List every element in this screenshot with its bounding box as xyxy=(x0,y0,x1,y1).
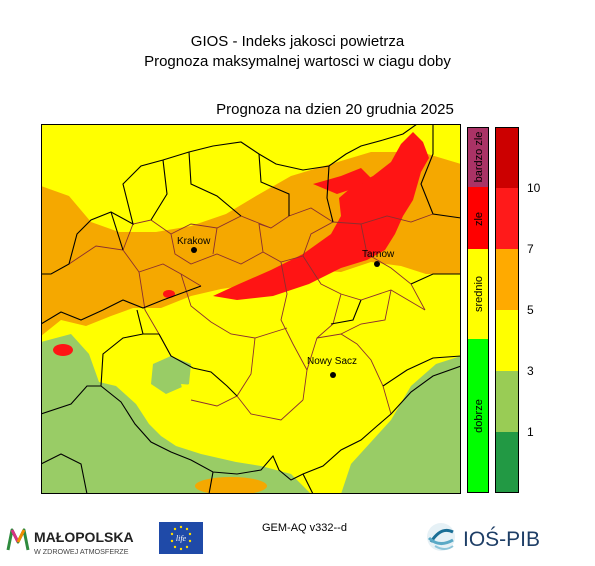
county-borders xyxy=(68,207,434,421)
scale-tick-7: 7 xyxy=(527,242,534,256)
cat-dobrze xyxy=(467,339,489,493)
eu-life-logo: life xyxy=(159,522,203,554)
scale-tick-1: 1 xyxy=(527,425,534,439)
scale-tick-5: 5 xyxy=(527,303,534,317)
city-label: Krakow xyxy=(177,236,211,247)
cat-srednio xyxy=(467,249,489,339)
ios-pib-logo: IOŚ-PIB xyxy=(427,523,540,551)
city-dot xyxy=(374,261,380,267)
green-center-zone xyxy=(151,356,191,394)
scale-band xyxy=(495,249,519,310)
malopolska-tagline: W ZDROWEJ ATMOSFERZE xyxy=(34,547,129,556)
map-subtitle: Prognoza maksymalnej wartosci w ciagu do… xyxy=(144,53,451,70)
cat-zle xyxy=(467,187,489,249)
city-dot xyxy=(330,372,336,378)
scale-band xyxy=(495,188,519,249)
city-krakow: Krakow xyxy=(177,236,211,253)
cat-label-dobrze: dobrze xyxy=(473,399,485,433)
forecast-map: Krakow Tarnow Nowy Sacz xyxy=(41,124,461,494)
cat-bardzo-zle xyxy=(467,127,489,187)
yellow-north-zone xyxy=(41,124,461,232)
sw-red-spot xyxy=(53,344,73,356)
category-legend: bardzo zle zle srednio dobrze xyxy=(467,127,489,493)
cat-label-bardzo-zle: bardzo zle xyxy=(473,132,485,183)
malopolska-logo: MAŁOPOLSKA W ZDROWEJ ATMOSFERZE xyxy=(6,528,134,556)
eu-mark-text: life xyxy=(176,534,187,543)
scale-tick-3: 3 xyxy=(527,364,534,378)
cat-label-srednio: srednio xyxy=(473,276,485,312)
city-nowy-sacz: Nowy Sacz xyxy=(307,356,357,378)
district-borders xyxy=(41,124,461,494)
institute-name: IOŚ-PIB xyxy=(463,527,540,551)
city-label: Tarnow xyxy=(362,249,395,260)
scale-band xyxy=(495,127,519,188)
scale-band xyxy=(495,310,519,371)
green-sw-zone xyxy=(41,334,311,494)
city-tarnow: Tarnow xyxy=(362,249,395,267)
malopolska-name: MAŁOPOLSKA xyxy=(34,529,134,545)
model-label: GEM-AQ v332--d xyxy=(262,522,347,534)
red-spot-west xyxy=(163,290,175,298)
scale-tick-10: 10 xyxy=(527,181,541,195)
city-label: Nowy Sacz xyxy=(307,356,357,367)
scale-band xyxy=(495,371,519,432)
map-title: GIOS - Indeks jakosci powietrza xyxy=(190,33,405,50)
forecast-date: Prognoza na dzien 20 grudnia 2025 xyxy=(216,101,454,118)
index-scale xyxy=(495,127,519,493)
city-dot xyxy=(191,247,197,253)
cat-label-zle: zle xyxy=(473,212,485,226)
scale-band xyxy=(495,432,519,493)
green-se-zone xyxy=(341,356,461,494)
tatra-orange xyxy=(195,477,267,494)
